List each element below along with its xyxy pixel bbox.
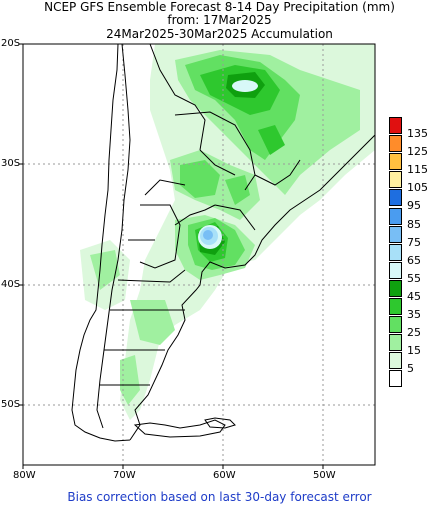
bias-correction-note: Bias correction based on last 30-day for… [67, 490, 372, 504]
legend-swatch [389, 153, 402, 171]
legend-swatch [389, 352, 402, 370]
legend-swatch [389, 189, 402, 207]
lat-label-30s: 30S [1, 158, 21, 169]
legend-label: 135 [407, 127, 428, 140]
legend-swatch [389, 261, 402, 279]
legend-label: 5 [407, 362, 414, 376]
lon-label-80w: 80W [13, 470, 36, 481]
lon-label-50w: 50W [313, 470, 336, 481]
legend-swatch [389, 225, 402, 243]
legend-label: 45 [407, 289, 421, 303]
legend-label: 25 [407, 326, 421, 340]
grid-lines [23, 44, 375, 465]
legend-label: 55 [407, 271, 421, 285]
lat-label-20s: 20S [1, 38, 21, 49]
legend-swatch [389, 370, 402, 388]
map-title-line1: NCEP GFS Ensemble Forecast 8-14 Day Prec… [44, 0, 395, 14]
legend-swatch [389, 171, 402, 189]
legend-swatch [389, 117, 402, 134]
map-title-line3: 24Mar2025-30Mar2025 Accumulation [106, 27, 333, 41]
legend-swatch [389, 279, 402, 297]
legend-swatch [389, 243, 402, 261]
legend-swatch [389, 316, 402, 334]
legend-label: 125 [407, 145, 428, 159]
lat-label-50s: 50S [1, 399, 21, 410]
map-title-line2: from: 17Mar2025 [167, 13, 272, 27]
legend-label: 65 [407, 253, 421, 267]
lat-label-40s: 40S [1, 279, 21, 290]
precip-blue-75 [203, 230, 213, 240]
legend-label: 75 [407, 235, 421, 249]
legend-swatch [389, 298, 402, 315]
legend-label: 15 [407, 344, 421, 358]
legend-label: 35 [407, 308, 421, 321]
legend-swatch [389, 334, 402, 352]
legend-label: 105 [407, 181, 428, 195]
coastlines [71, 44, 375, 442]
lon-label-60w: 60W [213, 470, 236, 481]
legend-swatch [389, 135, 402, 153]
lon-label-70w: 70W [113, 470, 136, 481]
legend-swatch [389, 207, 402, 225]
map-frame [22, 43, 376, 466]
legend-label: 115 [407, 163, 428, 177]
legend-label: 85 [407, 217, 421, 231]
legend-label: 95 [407, 199, 421, 213]
